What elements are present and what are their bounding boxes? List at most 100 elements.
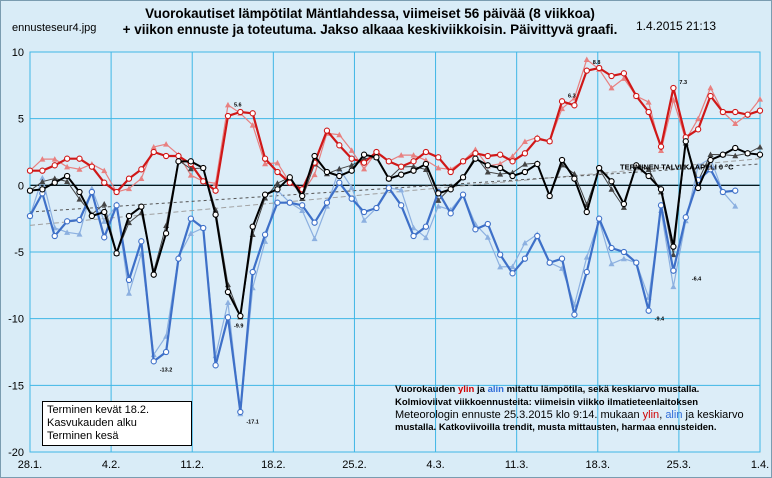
min-temp-series-point	[212, 362, 219, 369]
forecast-max-series-point	[101, 167, 108, 174]
forecast-avg-series-point	[435, 197, 442, 203]
forecast-max-series-point	[707, 84, 714, 91]
avg-temp-series-point	[373, 154, 380, 161]
legend-item-summer: Terminen kesä	[47, 430, 119, 442]
forecast-avg-series-point	[125, 219, 132, 226]
forecast-min-series-point	[311, 235, 318, 242]
forecast-max-series-point	[497, 160, 504, 167]
min-temp-series-point	[51, 232, 58, 240]
x-tick-label: 4.3.	[426, 459, 444, 471]
min-temp-series-point	[323, 199, 331, 206]
avg-temp-series-point	[583, 208, 590, 216]
max-temp-series-point	[26, 167, 34, 174]
forecast-avg-series-point	[757, 143, 763, 150]
forecast-min-series-point	[410, 224, 417, 231]
avg-temp-series-point	[150, 271, 157, 278]
avg-temp-series-point	[162, 230, 170, 237]
avg-temp-series-point	[546, 192, 553, 200]
avg-temp-series-point	[261, 191, 269, 198]
forecast-max-series-point	[76, 166, 83, 172]
max-temp-series-point	[410, 158, 417, 165]
min-temp-series-point	[645, 307, 652, 314]
max-temp-series-point	[39, 167, 46, 174]
forecast-min-series-point	[435, 203, 442, 209]
x-tick-label: 18.2.	[261, 459, 285, 471]
avg-temp-series-point	[200, 164, 207, 172]
min-temp-series-point	[187, 215, 194, 222]
avg-temp-series-point	[237, 312, 244, 320]
title-line-2: + viikon ennuste ja toteutuma. Jakso alk…	[122, 22, 618, 37]
forecast-avg-series-point	[101, 201, 108, 207]
x-tick-label: 28.1.	[18, 459, 42, 471]
forecast-avg-series-point	[64, 178, 71, 185]
min-temp-series-point	[633, 259, 640, 266]
x-tick-label: 11.3.	[505, 459, 529, 471]
avg-temp-series-point	[26, 187, 34, 194]
forecast-max-series-point	[695, 115, 702, 122]
forecast-max-series-point	[274, 159, 281, 166]
max-temp-series-point	[670, 84, 677, 92]
max-temp-series-point	[459, 158, 467, 165]
forecast-max-series-point	[249, 122, 256, 128]
forecast-min-series-point	[620, 255, 627, 262]
legend-item-spring: Terminen kevät 18.2.	[47, 404, 150, 416]
min-temp-series-point	[237, 408, 244, 416]
data-label: -9.9	[234, 323, 243, 329]
min-temp-series-point	[410, 232, 417, 240]
forecast-max-series-point	[348, 147, 355, 153]
max-temp-series-point	[212, 187, 219, 194]
data-label: -17.1	[246, 419, 259, 425]
avg-temp-series-point	[682, 138, 689, 145]
forecast-trend-line	[29, 158, 761, 226]
max-temp-series-point	[435, 154, 442, 161]
forecast-max-series-point	[262, 160, 269, 167]
max-temp-series-point	[583, 67, 590, 74]
min-temp-series-point	[546, 259, 553, 266]
min-temp-series-point	[732, 187, 739, 194]
avg-temp-series-point	[670, 243, 677, 250]
x-tick-label: 1.4.	[751, 459, 769, 471]
max-temp-series-point	[360, 159, 368, 166]
avg-temp-series-point	[435, 190, 442, 197]
min-temp-series-point	[534, 232, 541, 240]
max-temp-series-point	[732, 108, 739, 116]
avg-temp-series-point	[521, 168, 529, 176]
max-temp-series-point	[509, 158, 516, 165]
min-temp-series-point	[459, 191, 467, 198]
data-label: 5.6	[234, 103, 242, 109]
y-tick-label: 5	[18, 114, 24, 126]
max-temp-series-point	[125, 175, 133, 182]
min-temp-series-point	[682, 214, 689, 221]
avg-temp-series-point	[63, 172, 71, 180]
x-tick-label: 11.2.	[180, 459, 204, 471]
min-temp-series-point	[484, 220, 491, 228]
forecast-avg-series-point	[39, 178, 46, 185]
min-temp-series-point	[63, 218, 71, 225]
max-temp-series-point	[756, 107, 764, 114]
min-temp-series-point	[76, 216, 83, 224]
forecast-min-series-point	[497, 263, 504, 270]
max-temp-series-point	[76, 155, 83, 162]
forecast-min-series-point	[398, 186, 405, 193]
max-temp-series-point	[88, 163, 96, 170]
legend-item-growing: Kasvukauden alku	[47, 417, 137, 429]
forecast-min-series-point	[608, 260, 615, 267]
forecast-max-series-point	[521, 138, 528, 144]
forecast-min-series-point	[521, 239, 528, 246]
min-temp-series-point	[620, 248, 628, 256]
forecast-max-series-point	[224, 101, 231, 108]
forecast-max-series-point	[163, 141, 170, 147]
forecast-max-series-point	[658, 147, 665, 154]
avg-temp-series-point	[385, 175, 392, 182]
avg-temp-series-point	[51, 179, 58, 186]
avg-temp-series-point	[286, 174, 293, 181]
max-temp-series-point	[521, 150, 529, 157]
avg-temp-series-point	[187, 158, 194, 165]
forecast-max-series-point	[620, 75, 627, 81]
min-temp-series-point	[360, 208, 368, 216]
min-temp-series-point	[497, 251, 504, 258]
min-temp-series-point	[583, 268, 590, 276]
max-temp-series-point	[422, 148, 430, 156]
avg-temp-series-point	[719, 151, 727, 158]
avg-temp-series-point	[274, 186, 281, 193]
